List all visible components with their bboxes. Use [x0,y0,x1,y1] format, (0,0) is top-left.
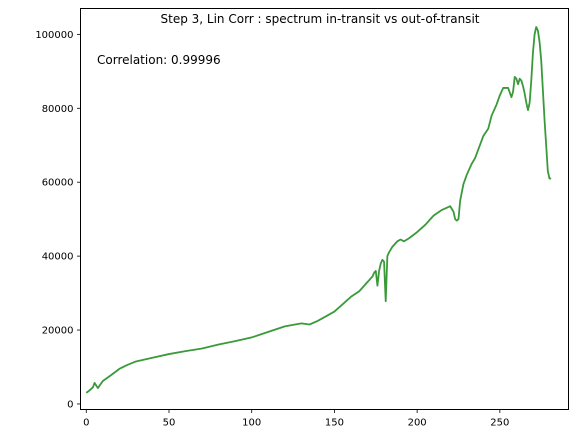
x-axis: 0 50 100 150 200 250 [83,409,509,429]
y-tick-label: 0 [67,399,73,410]
y-tick-label: 100000 [35,30,73,41]
correlation-annotation: Correlation: 0.99996 [97,53,221,67]
x-tick-label: 200 [408,418,427,429]
y-axis: 0 20000 40000 60000 80000 100000 [35,30,81,410]
plot-frame [80,8,569,410]
plot-area [85,26,552,394]
y-tick-label: 20000 [42,326,74,337]
x-tick-label: 0 [83,418,89,429]
y-tick-label: 80000 [42,104,74,115]
x-tick-label: 100 [242,418,261,429]
x-tick-label: 150 [325,418,344,429]
y-tick-label: 60000 [42,178,74,189]
chart-title: Step 3, Lin Corr : spectrum in-transit v… [161,12,480,26]
x-tick-label: 250 [490,418,509,429]
x-tick-label: 50 [163,418,176,429]
y-tick-label: 40000 [42,252,74,263]
series-line [85,26,552,394]
